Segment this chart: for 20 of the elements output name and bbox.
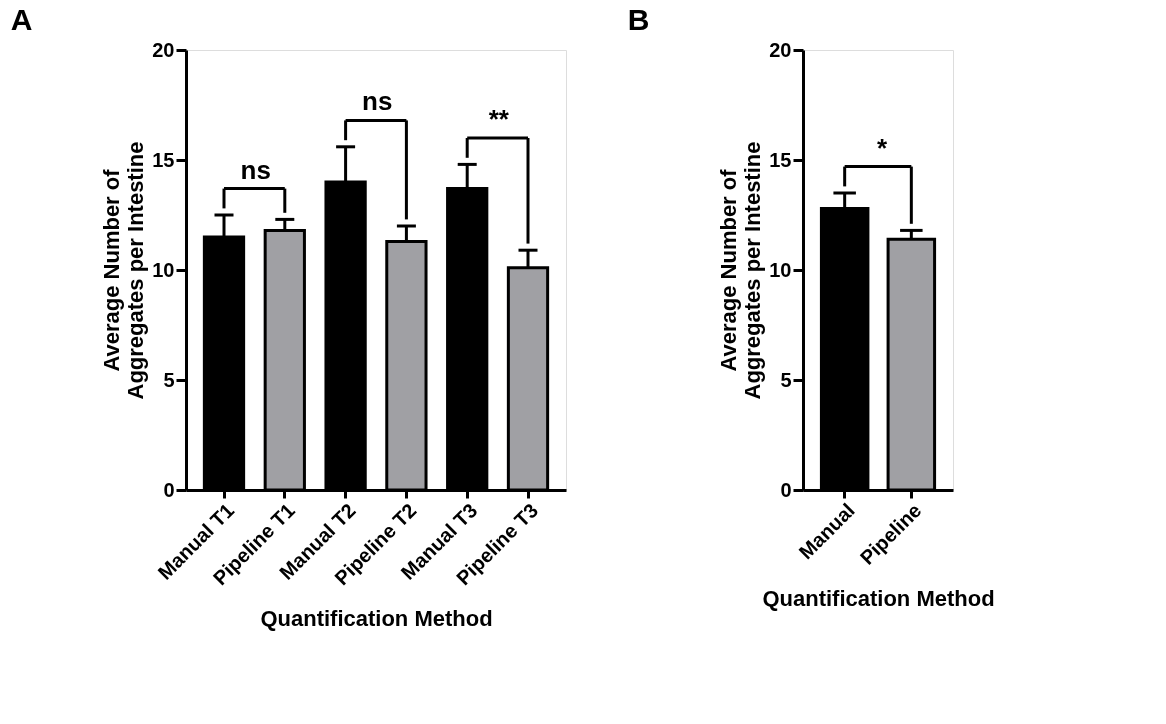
chart-title: A: [10, 3, 33, 36]
y-tick-label: 0: [780, 478, 792, 501]
y-tick-label: 20: [769, 38, 792, 61]
y-tick-label: 0: [163, 478, 175, 501]
annotation: ns: [240, 154, 271, 185]
y-tick-label: 10: [769, 258, 792, 281]
y-tick-label: 15: [152, 148, 175, 171]
annotation: *: [877, 132, 889, 163]
annotation: ns: [362, 86, 393, 117]
y-tick-label: 15: [769, 148, 792, 171]
y-tick-label: 20: [152, 38, 175, 61]
annotation: **: [488, 104, 510, 134]
y-tick-label: 10: [152, 258, 175, 281]
y-axis-title: Average Number of Aggregates per Intestine: [716, 141, 766, 400]
x-axis-title: Quantification Method: [762, 585, 995, 611]
chart-title: B: [627, 3, 650, 36]
y-axis-title: Average Number of Aggregates per Intestine: [99, 141, 149, 400]
y-tick-label: 5: [163, 368, 175, 391]
y-tick-label: 5: [780, 368, 792, 391]
x-axis-title: Quantification Method: [260, 606, 493, 632]
